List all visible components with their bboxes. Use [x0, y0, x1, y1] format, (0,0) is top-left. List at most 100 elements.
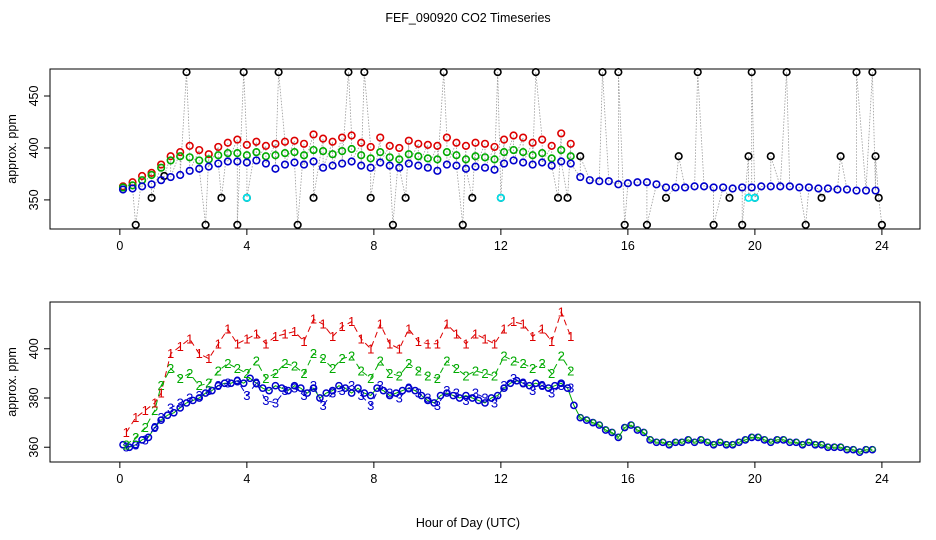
- top-point-reference: [709, 220, 718, 229]
- bottom-label-series-3: 3: [310, 378, 317, 393]
- bottom-label-series-2: 2: [558, 349, 565, 364]
- bottom-point-circle: [379, 386, 388, 395]
- top-point-series-2: [471, 152, 480, 161]
- top-point-series-3: [652, 180, 661, 189]
- bottom-label-series-3: 3: [253, 376, 260, 391]
- bottom-label-series-1: 1: [215, 336, 222, 351]
- bottom-point-circle: [195, 394, 204, 402]
- bottom-label-series-2: 2: [243, 366, 250, 381]
- bottom-label-series-1: 1: [415, 334, 422, 349]
- top-point-series-3: [490, 165, 499, 174]
- top-point-series-3: [137, 182, 147, 191]
- bottom-label-series-1: 1: [234, 336, 241, 351]
- top-point-reference: [344, 68, 353, 77]
- top-point-reference: [563, 193, 572, 202]
- top-point-series-2: [166, 156, 175, 165]
- top-point-series-1: [157, 160, 166, 169]
- top-x-tick-label: 24: [875, 239, 889, 253]
- bottom-point-circle: [290, 381, 299, 390]
- bottom-label-series-1: 1: [453, 327, 460, 342]
- bottom-point-circle-overlay: [756, 434, 762, 440]
- bottom-point-circle-overlay: [603, 426, 609, 432]
- top-point-calibration: [496, 193, 505, 202]
- bottom-point-circle-overlay: [660, 439, 667, 445]
- top-point-series-2: [271, 151, 280, 160]
- top-point-reference: [493, 68, 502, 77]
- top-point-series-3: [452, 161, 461, 170]
- bottom-label-series-3: 3: [186, 391, 193, 406]
- top-point-series-1: [395, 143, 404, 153]
- bottom-point-circle-overlay: [648, 436, 654, 442]
- top-point-reference: [693, 68, 702, 77]
- top-point-series-2: [299, 151, 309, 160]
- top-point-reference: [366, 193, 375, 202]
- top-point-series-3: [204, 162, 213, 171]
- top-point-series-2: [195, 156, 204, 165]
- bottom-label-series-3: 3: [158, 410, 165, 425]
- bottom-label-series-2: 2: [132, 430, 139, 445]
- bottom-label-series-1: 1: [300, 334, 307, 349]
- bottom-point-circle-overlay: [667, 441, 673, 447]
- top-x-tick-label: 20: [748, 239, 762, 253]
- bottom-label-series-2: 2: [158, 378, 165, 393]
- bottom-point-circle: [131, 440, 140, 449]
- top-point-series-3: [557, 157, 566, 166]
- bottom-point-circle: [500, 384, 508, 393]
- bottom-label-series-1: 1: [548, 334, 555, 349]
- top-point-series-3: [585, 176, 594, 185]
- bottom-point-circle-overlay: [737, 439, 743, 445]
- bottom-label-series-3: 3: [548, 386, 555, 401]
- bottom-point-circle: [169, 408, 178, 417]
- top-point-series-3: [118, 185, 128, 194]
- top-point-series-1: [347, 131, 356, 140]
- top-point-series-1: [442, 133, 451, 142]
- top-point-series-3: [404, 159, 413, 168]
- top-point-series-2: [347, 144, 356, 154]
- bottom-point-circle-overlay: [743, 436, 749, 442]
- bottom-label-series-1: 1: [558, 304, 565, 319]
- top-point-reference: [439, 68, 448, 77]
- top-point-reference: [674, 152, 683, 161]
- top-point-series-3: [528, 160, 537, 169]
- bottom-x-tick-label: 8: [370, 472, 377, 486]
- top-point-series-3: [252, 156, 261, 165]
- bottom-label-series-2: 2: [310, 346, 317, 361]
- top-point-reference: [576, 152, 585, 161]
- bottom-point-circle-overlay: [749, 434, 755, 440]
- bottom-label-series-3: 3: [329, 386, 336, 401]
- top-point-series-3: [547, 161, 556, 170]
- top-point-series-2: [309, 145, 318, 155]
- bottom-label-series-3: 3: [234, 373, 241, 388]
- bottom-point-circle: [455, 394, 464, 402]
- top-x-tick-label: 16: [621, 239, 635, 253]
- bottom-point-circle-overlay: [635, 426, 641, 432]
- top-connector-line: [122, 72, 883, 225]
- bottom-label-series-2: 2: [510, 354, 517, 369]
- top-point-series-2: [147, 170, 156, 180]
- bottom-label-series-1: 1: [123, 425, 130, 440]
- top-point-series-1: [490, 142, 499, 152]
- bottom-label-series-3: 3: [319, 398, 326, 413]
- bottom-point-circle: [487, 394, 496, 402]
- bottom-label-series-1: 1: [205, 351, 212, 366]
- top-point-series-2: [233, 149, 242, 158]
- bottom-point-circle-overlay: [692, 439, 698, 445]
- top-point-series-1: [318, 134, 328, 143]
- bottom-point-circle: [436, 391, 445, 400]
- bottom-point-circle-overlay: [851, 446, 857, 452]
- bottom-point-circle-overlay: [781, 436, 787, 442]
- bottom-point-circle: [277, 384, 286, 393]
- top-point-series-3: [328, 161, 337, 170]
- bottom-point-circle: [354, 384, 362, 393]
- top-point-series-1: [233, 135, 242, 144]
- top-point-series-2: [499, 148, 509, 157]
- top-point-series-2: [433, 155, 442, 164]
- bottom-label-series-2: 2: [281, 356, 288, 371]
- top-point-series-1: [195, 145, 204, 155]
- top-point-series-2: [357, 151, 366, 160]
- top-point-series-1: [528, 138, 537, 147]
- top-point-series-3: [519, 158, 528, 167]
- top-point-series-2: [318, 146, 328, 156]
- bottom-point-circle: [423, 396, 432, 405]
